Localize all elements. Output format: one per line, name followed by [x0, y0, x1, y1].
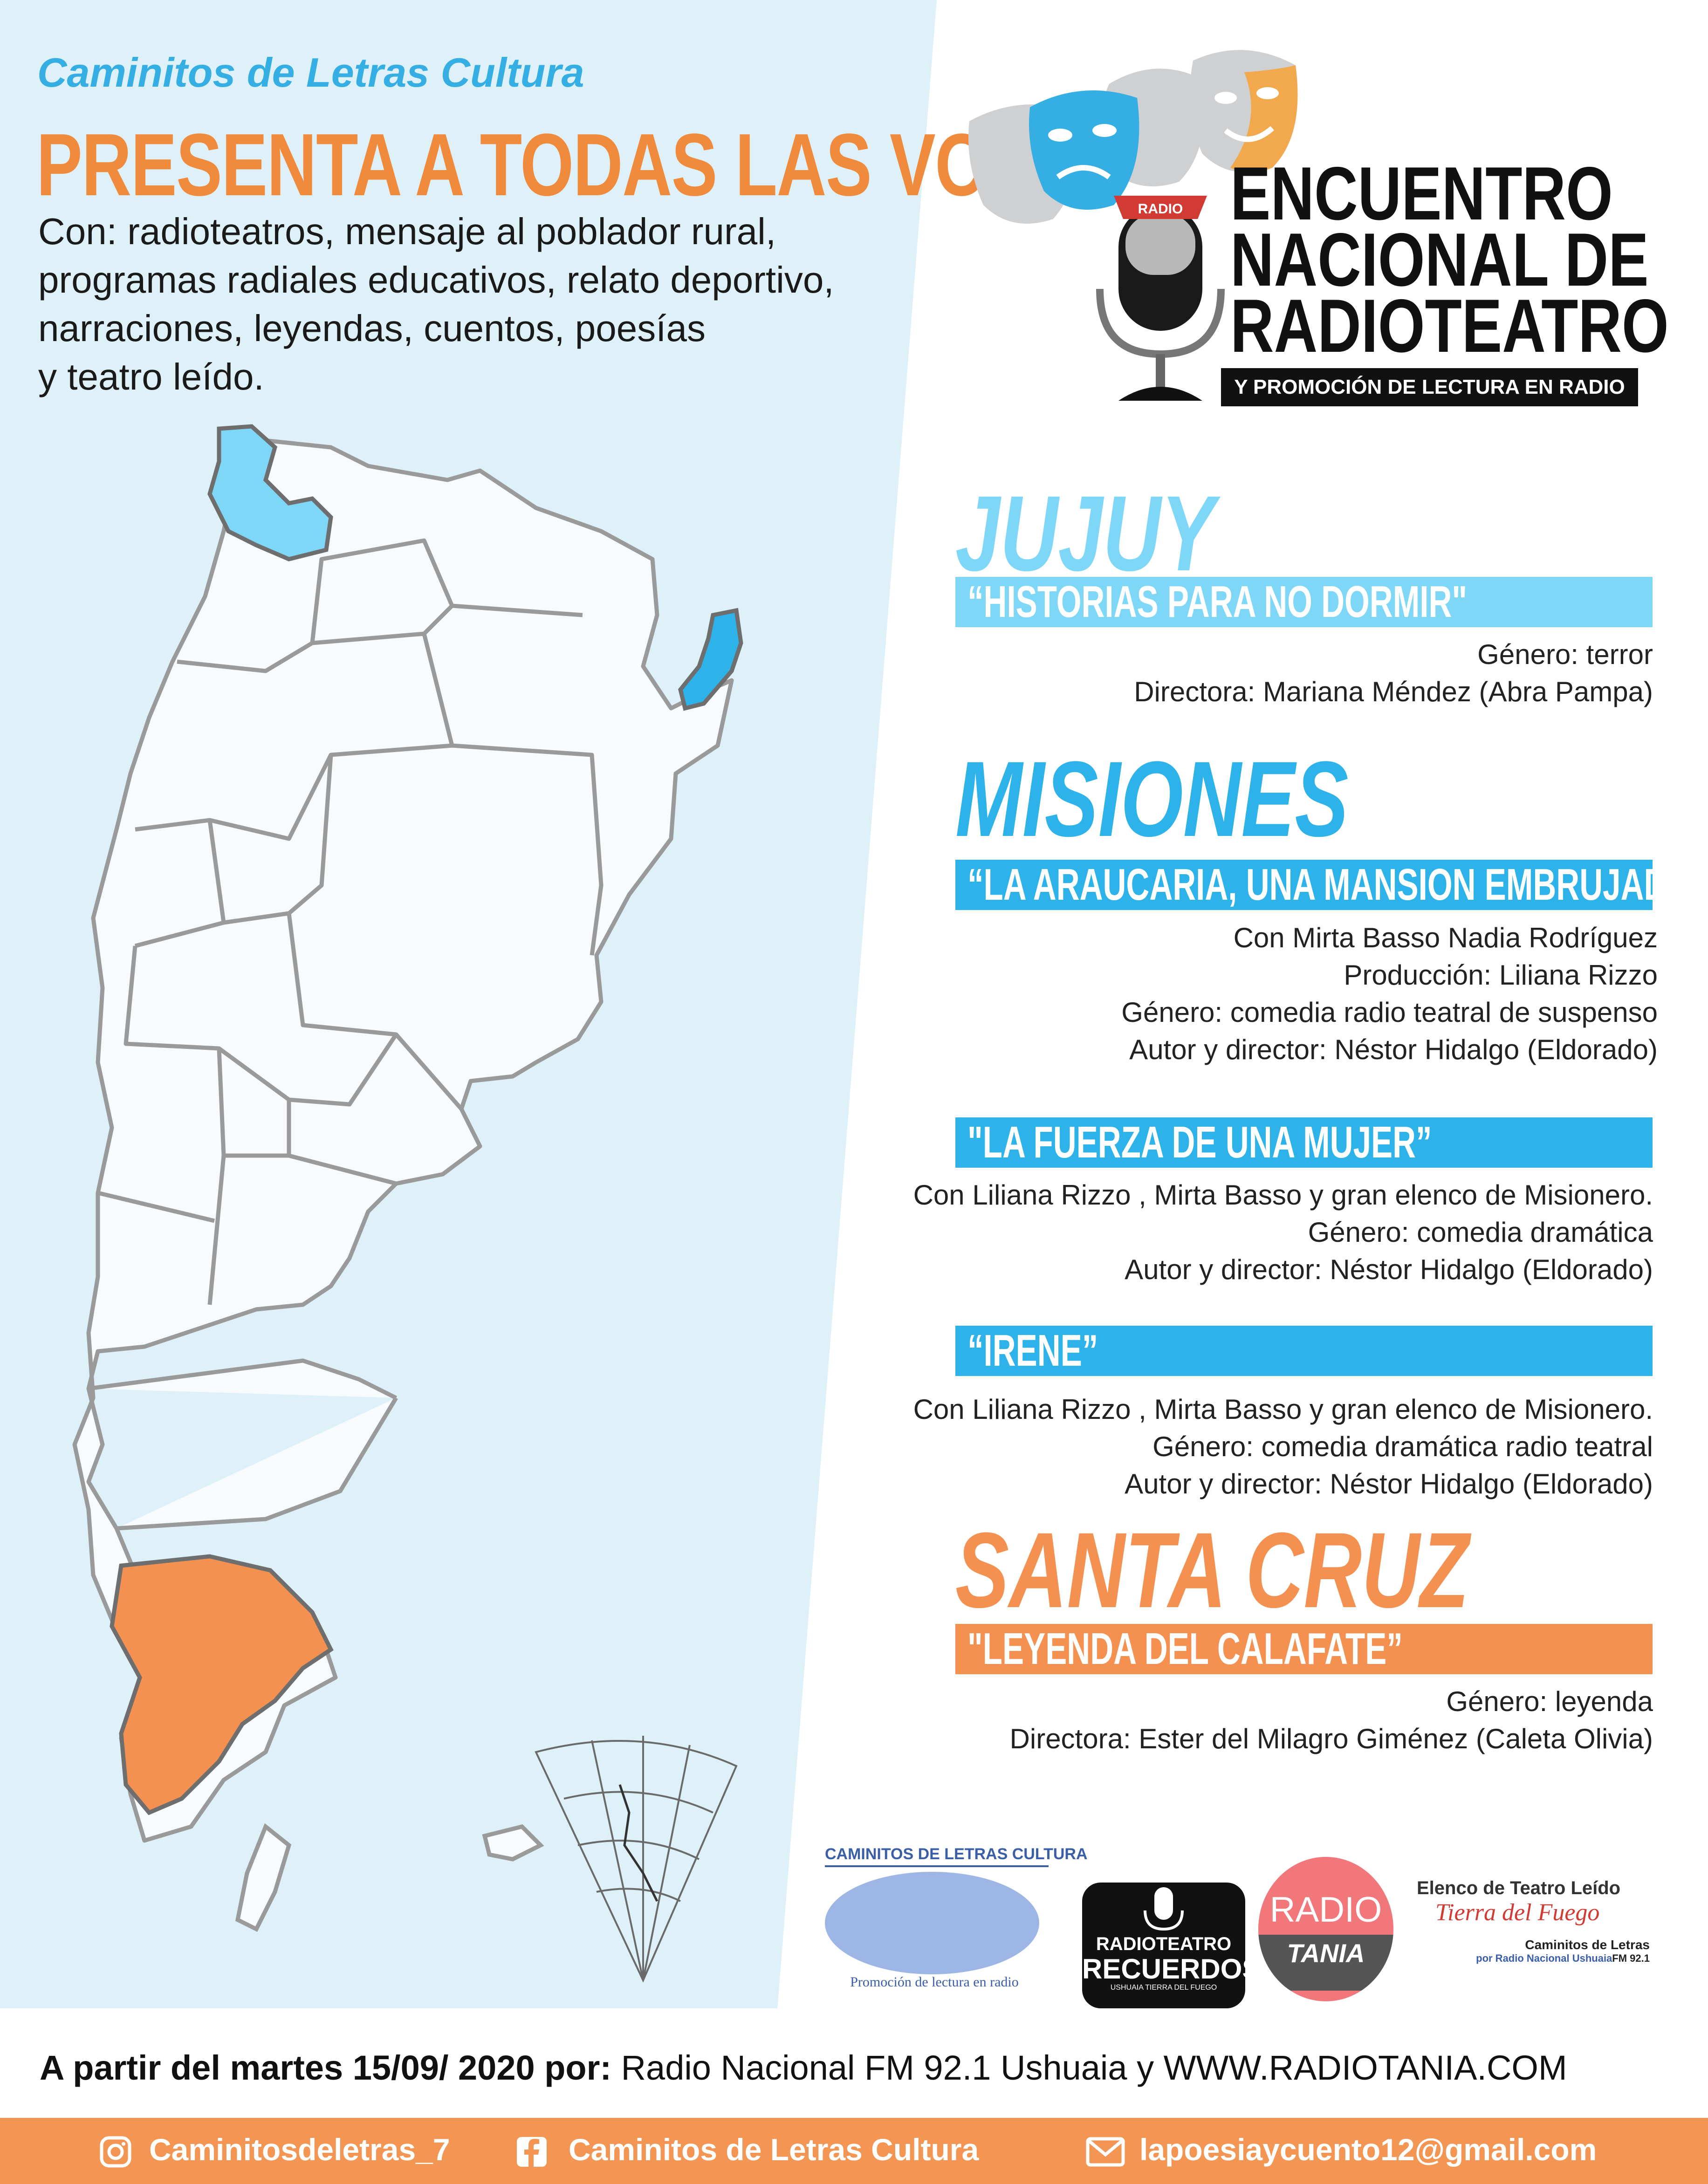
work-details: Con Mirta Basso Nadia Rodríguez Producci…: [1121, 919, 1658, 1068]
map-santa-cruz: [110, 1554, 334, 1815]
work-title-bar: "LEYENDA DEL CALAFATE”: [955, 1624, 1653, 1674]
detail-line: Autor y director: Néstor Hidalgo (Eldora…: [1125, 1468, 1653, 1499]
work-details: Género: terror Directora: Mariana Méndez…: [1134, 636, 1653, 711]
province-jujuy: JUJUY: [955, 473, 1215, 593]
radioteatro-logo-line1: RADIOTEATRO: [1096, 1934, 1232, 1954]
elenco-logo-line3: Caminitos de Letras: [1525, 1938, 1650, 1952]
map-malvinas: [482, 1824, 544, 1862]
work-title-bar: “IRENE”: [955, 1326, 1653, 1376]
radio-badge: RADIO: [1138, 201, 1183, 217]
detail-line: Con Mirta Basso Nadia Rodríguez: [1233, 922, 1658, 953]
event-title-line: NACIONAL DE: [1230, 218, 1649, 302]
work-title-bar: “LA ARAUCARIA, UNA MANSION EMBRUJADA”: [955, 860, 1707, 910]
work-details: Con Liliana Rizzo , Mirta Basso y gran e…: [913, 1391, 1653, 1503]
microphone-icon: [1096, 196, 1225, 401]
map-tierra-del-fuego: [235, 1823, 292, 1932]
detail-line: Autor y director: Néstor Hidalgo (Eldora…: [1125, 1254, 1653, 1285]
elenco-teatro-logo: Elenco de Teatro Leído Tierra del Fuego …: [1417, 1878, 1650, 1999]
map-jujuy: [207, 424, 333, 561]
footer-bar: [0, 2118, 1708, 2184]
radioteatro-recuerdos-logo: RADIOTEATRO RECUERDOS USHUAIA TIERRA DEL…: [1082, 1883, 1261, 2008]
intro-text: Con: radioteatros, mensaje al poblador r…: [38, 207, 947, 401]
mail-icon: [1086, 2137, 1125, 2167]
work-title: “HISTORIAS PARA NO DORMIR": [967, 577, 1468, 627]
caminitos-logo-tagline: Promoción de lectura en radio: [850, 1974, 1019, 1990]
antarctic-sector: [535, 1736, 738, 1983]
detail-line: Género: comedia dramática radio teatral: [1152, 1431, 1653, 1462]
work-title: “LA ARAUCARIA, UNA MANSION EMBRUJADA”: [967, 860, 1707, 910]
instagram-icon: [100, 2136, 131, 2168]
work-title-bar: “HISTORIAS PARA NO DORMIR": [955, 577, 1653, 627]
event-subtitle: Y PROMOCIÓN DE LECTURA EN RADIO: [1221, 368, 1638, 406]
instagram-handle[interactable]: Caminitosdeletras_7: [149, 2132, 450, 2167]
work-title: "LEYENDA DEL CALAFATE”: [967, 1624, 1403, 1674]
radioteatro-logo-line3: USHUAIA TIERRA DEL FUEGO: [1110, 1984, 1217, 1992]
email-address[interactable]: lapoesiaycuento12@gmail.com: [1139, 2132, 1597, 2167]
work-title: “IRENE”: [967, 1326, 1098, 1376]
intro-line: narraciones, leyendas, cuentos, poesías: [38, 308, 706, 349]
organization-name: Caminitos de Letras Cultura: [37, 49, 584, 96]
detail-line: Género: terror: [1477, 639, 1653, 670]
event-logo-graphic: RADIO: [968, 50, 1298, 401]
work-details: Género: leyenda Directora: Ester del Mil…: [1010, 1683, 1653, 1758]
work-details: Con Liliana Rizzo , Mirta Basso y gran e…: [913, 1177, 1653, 1288]
elenco-logo-line2: Tierra del Fuego: [1435, 1899, 1600, 1926]
detail-line: Con Liliana Rizzo , Mirta Basso y gran e…: [913, 1179, 1653, 1211]
map-misiones: [678, 608, 743, 711]
broadcast-channels: Radio Nacional FM 92.1 Ushuaia y WWW.RAD…: [621, 2048, 1567, 2087]
detail-line: Género: comedia radio teatral de suspens…: [1121, 997, 1658, 1028]
event-title: ENCUENTRO NACIONAL DE RADIOTEATRO: [1230, 151, 1669, 368]
radio-tania-line2: TANIA: [1258, 1935, 1393, 1991]
elenco-logo-line4: por Radio Nacional Ushuaia: [1476, 1952, 1612, 1964]
detail-line: Con Liliana Rizzo , Mirta Basso y gran e…: [913, 1394, 1653, 1425]
radioteatro-logo-line2: RECUERDOS: [1082, 1953, 1261, 1985]
elenco-logo-freq: FM 92.1: [1612, 1952, 1650, 1964]
detail-line: Directora: Ester del Milagro Giménez (Ca…: [1009, 1723, 1653, 1754]
province-santa-cruz: SANTA CRUZ: [955, 1510, 1469, 1630]
detail-line: Producción: Liliana Rizzo: [1344, 959, 1658, 991]
intro-line: Con: radioteatros, mensaje al poblador r…: [38, 211, 776, 252]
intro-line: programas radiales educativos, relato de…: [38, 259, 834, 301]
work-title: "LA FUERZA DE UNA MUJER”: [967, 1117, 1432, 1167]
detail-line: Autor y director: Néstor Hidalgo (Eldora…: [1129, 1034, 1658, 1065]
radio-tania-logo: RADIO TANIA: [1258, 1857, 1393, 2001]
caminitos-logo-name: CAMINITOS DE LETRAS CULTURA: [825, 1845, 1088, 1867]
detail-line: Género: leyenda: [1446, 1686, 1653, 1717]
headline: PRESENTA A TODAS LAS VOCES: [36, 116, 1128, 214]
facebook-icon: [517, 2137, 547, 2167]
facebook-page[interactable]: Caminitos de Letras Cultura: [569, 2132, 979, 2167]
argentina-map: [72, 424, 743, 1983]
province-misiones: MISIONES: [955, 739, 1349, 859]
event-title-line: ENCUENTRO: [1230, 151, 1613, 236]
event-title-line: RADIOTEATRO: [1230, 284, 1669, 368]
detail-line: Directora: Mariana Méndez (Abra Pampa): [1134, 676, 1653, 707]
broadcast-info: A partir del martes 15/09/ 2020 por: Rad…: [40, 2048, 1567, 2088]
elenco-logo-line1: Elenco de Teatro Leído: [1417, 1878, 1621, 1898]
radio-tania-line1: RADIO: [1269, 1890, 1382, 1930]
caminitos-logo-circle: [825, 1872, 1039, 1974]
work-title-bar: "LA FUERZA DE UNA MUJER”: [955, 1117, 1653, 1168]
intro-line: y teatro leído.: [38, 356, 264, 397]
detail-line: Género: comedia dramática: [1308, 1217, 1653, 1248]
caminitos-logo: CAMINITOS DE LETRAS CULTURA Promoción de…: [825, 1845, 1088, 2004]
broadcast-lead: A partir del martes 15/09/ 2020 por:: [40, 2048, 612, 2087]
theater-masks-icon: [968, 50, 1298, 224]
microphone-icon: [1082, 1883, 1245, 1934]
